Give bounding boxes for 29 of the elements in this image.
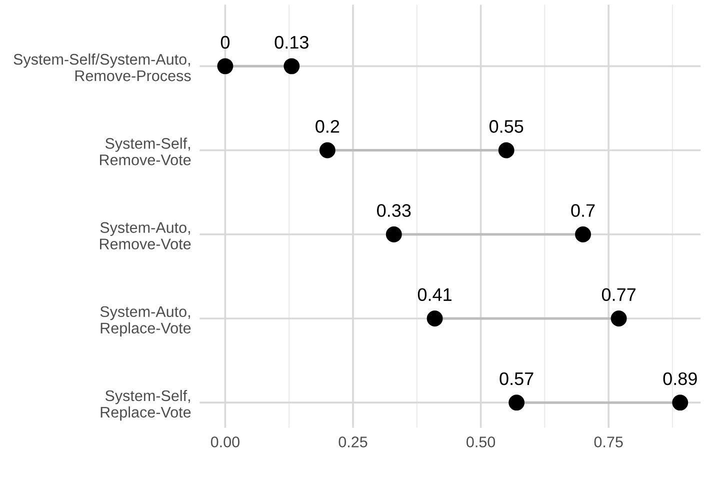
point bbox=[284, 58, 300, 74]
point bbox=[498, 142, 514, 158]
data-label: 0.2 bbox=[316, 120, 340, 133]
data-label: 0.7 bbox=[571, 204, 595, 217]
y-tick-label: System-Self, Replace-Vote bbox=[100, 390, 191, 421]
data-label: 0.13 bbox=[274, 36, 308, 49]
data-label: 0.57 bbox=[500, 372, 534, 386]
point bbox=[672, 394, 688, 411]
data-label: 0.55 bbox=[489, 120, 524, 133]
point bbox=[386, 226, 402, 242]
data-label: 0.41 bbox=[418, 288, 452, 302]
x-tick-label: 0.25 bbox=[338, 436, 368, 448]
point bbox=[610, 310, 627, 326]
data-label: 0 bbox=[220, 36, 230, 49]
point bbox=[319, 142, 336, 158]
y-tick-label: System-Auto, Replace-Vote bbox=[100, 306, 191, 337]
point bbox=[575, 226, 591, 242]
x-tick-label: 0.50 bbox=[466, 436, 496, 448]
data-label: 0.77 bbox=[602, 288, 636, 302]
x-tick-label: 0.00 bbox=[210, 436, 240, 448]
point bbox=[426, 310, 443, 326]
y-tick-label: System-Self/System-Auto, Remove-Process bbox=[14, 54, 191, 82]
x-tick-label: 0.75 bbox=[594, 436, 623, 448]
point bbox=[217, 58, 234, 74]
y-tick-label: System-Auto, Remove-Vote bbox=[100, 222, 191, 250]
data-label: 0.89 bbox=[663, 372, 697, 386]
y-tick-label: System-Self, Remove-Vote bbox=[100, 138, 191, 166]
data-label: 0.33 bbox=[377, 204, 411, 217]
point bbox=[508, 394, 525, 411]
